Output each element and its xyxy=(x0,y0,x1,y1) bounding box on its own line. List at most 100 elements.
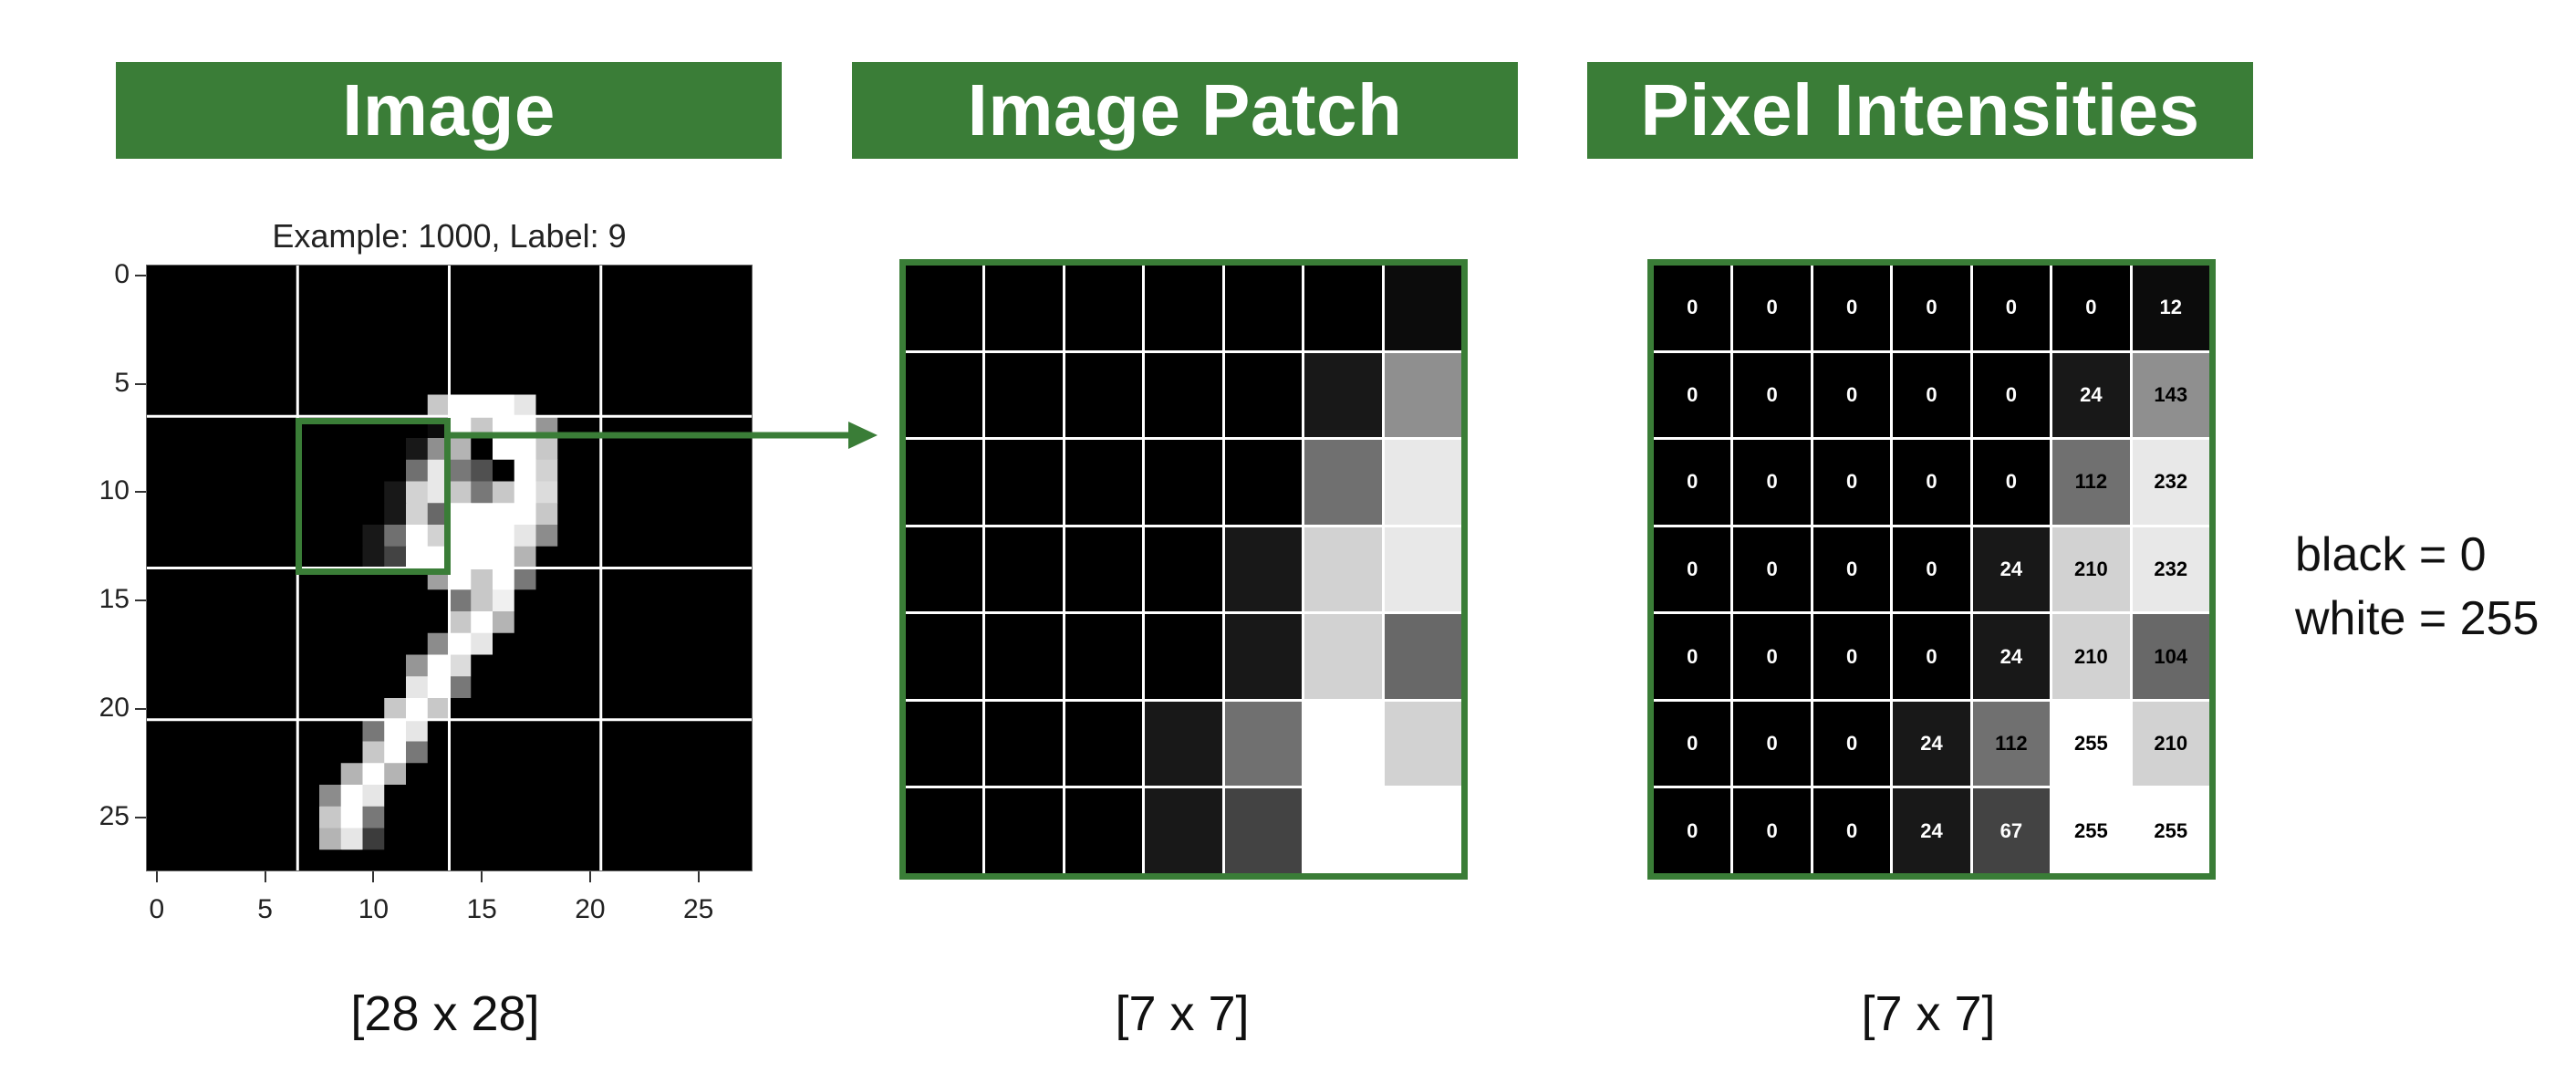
mnist-pixel xyxy=(211,372,234,396)
mnist-pixel xyxy=(514,849,537,871)
mnist-pixel xyxy=(514,481,537,504)
mnist-pixel xyxy=(622,372,645,396)
mnist-pixel xyxy=(427,785,451,808)
mnist-pixel xyxy=(384,503,407,526)
mnist-pixel xyxy=(167,265,191,287)
mnist-pixel xyxy=(406,286,429,309)
mnist-pixel xyxy=(687,611,711,634)
image-dimensions: [28 x 28] xyxy=(350,986,540,1041)
mnist-pixel xyxy=(340,806,364,829)
image-patch-header: Image Patch xyxy=(852,62,1518,159)
mnist-pixel xyxy=(211,785,234,808)
patch-pixel xyxy=(1065,788,1143,873)
mnist-pixel xyxy=(514,503,537,526)
mnist-pixel xyxy=(600,525,624,547)
mnist-pixel xyxy=(493,611,515,634)
mnist-pixel xyxy=(319,546,342,569)
mnist-pixel xyxy=(666,416,689,439)
mnist-pixel xyxy=(275,632,298,656)
mnist-pixel xyxy=(579,589,602,612)
mnist-pixel xyxy=(146,785,169,808)
mnist-pixel xyxy=(709,481,732,504)
mnist-pixel xyxy=(493,265,515,287)
mnist-pixel xyxy=(384,546,407,569)
mnist-pixel xyxy=(297,849,320,871)
mnist-pixel xyxy=(644,351,667,374)
mnist-pixel xyxy=(471,372,493,396)
intensities-dimensions: [7 x 7] xyxy=(1861,986,1996,1041)
mnist-pixel xyxy=(167,329,191,352)
mnist-pixel xyxy=(514,568,537,590)
mnist-pixel xyxy=(384,525,407,547)
mnist-pixel xyxy=(319,525,342,547)
mnist-pixel xyxy=(362,849,385,871)
patch-pixel xyxy=(1304,352,1382,438)
mnist-pixel xyxy=(709,741,732,764)
mnist-pixel xyxy=(340,286,364,309)
mnist-pixel xyxy=(579,568,602,590)
mnist-pixel xyxy=(146,481,169,504)
mnist-pixel xyxy=(146,265,169,287)
mnist-pixel xyxy=(189,286,212,309)
mnist-pixel xyxy=(384,611,407,634)
mnist-pixel xyxy=(471,416,493,439)
mnist-pixel xyxy=(687,654,711,677)
mnist-pixel xyxy=(535,568,558,590)
mnist-pixel xyxy=(340,763,364,786)
mnist-pixel xyxy=(275,806,298,829)
mnist-pixel xyxy=(189,546,212,569)
mnist-pixel xyxy=(449,676,472,699)
patch-pixel xyxy=(1224,440,1303,525)
mnist-pixel xyxy=(211,459,234,483)
mnist-pixel xyxy=(275,329,298,352)
mnist-pixel xyxy=(319,676,342,699)
mnist-pixel xyxy=(666,568,689,590)
mnist-pixel xyxy=(514,589,537,612)
mnist-pixel xyxy=(557,459,580,483)
pixel-value: 0 xyxy=(1733,788,1811,873)
mnist-pixel xyxy=(600,828,624,850)
mnist-pixel xyxy=(535,611,558,634)
mnist-pixel xyxy=(535,806,558,829)
mnist-pixel xyxy=(233,611,255,634)
mnist-pixel xyxy=(535,372,558,396)
y-tick-mark xyxy=(135,382,146,385)
mnist-pixel xyxy=(471,525,493,547)
mnist-pixel xyxy=(709,265,732,287)
mnist-pixel xyxy=(146,438,169,461)
mnist-pixel xyxy=(362,503,385,526)
mnist-pixel xyxy=(189,654,212,677)
mnist-pixel xyxy=(167,785,191,808)
mnist-pixel xyxy=(167,806,191,829)
mnist-pixel xyxy=(319,611,342,634)
y-tick-mark xyxy=(135,274,146,276)
mnist-pixel xyxy=(449,265,472,287)
mnist-pixel xyxy=(644,611,667,634)
mnist-pixel xyxy=(362,394,385,417)
pixel-value: 24 xyxy=(1893,701,1970,787)
mnist-pixel xyxy=(189,763,212,786)
mnist-pixel xyxy=(449,286,472,309)
mnist-pixel xyxy=(622,286,645,309)
mnist-pixel xyxy=(600,265,624,287)
mnist-pixel xyxy=(254,763,277,786)
mnist-pixel xyxy=(557,698,580,721)
mnist-pixel xyxy=(146,568,169,590)
mnist-pixel xyxy=(384,372,407,396)
mnist-pixel xyxy=(687,589,711,612)
mnist-pixel xyxy=(731,481,753,504)
mnist-pixel xyxy=(319,307,342,330)
mnist-pixel xyxy=(600,589,624,612)
mnist-pixel xyxy=(297,351,320,374)
patch-pixel xyxy=(906,788,983,873)
mnist-pixel xyxy=(340,632,364,656)
mnist-pixel xyxy=(449,719,472,743)
mnist-pixel xyxy=(362,265,385,287)
pixel-value: 0 xyxy=(1813,701,1891,787)
mnist-pixel xyxy=(319,632,342,656)
mnist-pixel xyxy=(514,828,537,850)
mnist-pixel xyxy=(233,525,255,547)
mnist-pixel xyxy=(622,307,645,330)
mnist-pixel xyxy=(384,849,407,871)
mnist-pixel xyxy=(622,568,645,590)
